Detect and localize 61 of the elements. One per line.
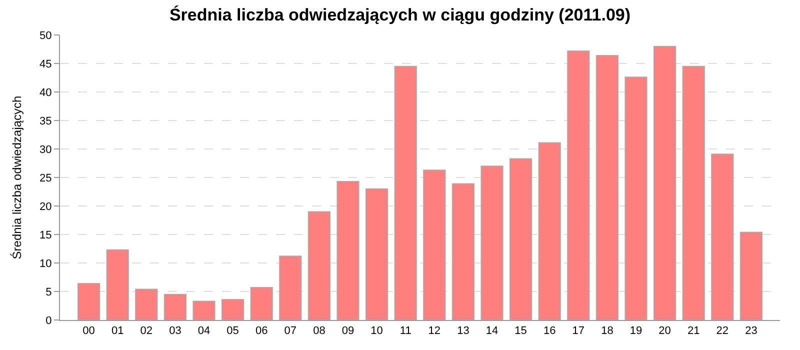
bar (250, 287, 273, 320)
x-tick-label: 23 (745, 325, 758, 338)
x-tick-label: 20 (658, 325, 671, 338)
x-tick-label: 16 (543, 325, 556, 338)
x-tick-label: 22 (716, 325, 729, 338)
x-tick-label: 06 (255, 325, 268, 338)
bar (740, 232, 762, 320)
bar (279, 256, 302, 320)
x-tick-label: 14 (486, 325, 498, 338)
x-tick-label: 00 (82, 325, 95, 338)
chart-title: Średnia liczba odwiedzających w ciągu godziny (2011.09) (169, 4, 631, 25)
y-tick-label: 10 (40, 258, 52, 270)
y-tick-label: 5 (46, 286, 52, 298)
x-tick-label: 15 (514, 325, 527, 338)
bar (624, 76, 648, 320)
bar (308, 211, 330, 320)
x-tick-label: 17 (572, 325, 585, 338)
x-tick-label: 09 (342, 325, 354, 338)
x-tick-label: 19 (630, 325, 642, 338)
bar (106, 249, 129, 320)
x-tick-label: 11 (400, 325, 412, 338)
y-axis-title: Średnia liczba odwiedzających (10, 96, 24, 260)
bar (711, 154, 734, 320)
x-tick-label: 03 (169, 325, 182, 338)
x-tick-label: 08 (313, 325, 326, 338)
x-tick-label: 05 (226, 325, 239, 338)
bar (336, 180, 360, 320)
y-tick-label: 20 (40, 200, 52, 213)
x-tick-label: 12 (428, 325, 441, 338)
bar (654, 46, 676, 320)
bar (567, 50, 590, 320)
bar (394, 66, 417, 320)
bar (222, 298, 244, 320)
y-tick-label: 40 (40, 86, 52, 99)
x-tick-label: 02 (140, 325, 153, 338)
x-tick-label: 13 (457, 325, 470, 338)
x-tick-label: 07 (284, 325, 297, 338)
y-tick-label: 25 (40, 172, 52, 184)
x-tick-label: 21 (687, 325, 700, 338)
bar (192, 300, 216, 320)
y-tick-label: 30 (40, 144, 52, 156)
bar (366, 188, 388, 320)
bar (538, 142, 561, 320)
y-tick-label: 35 (40, 115, 52, 128)
bar (480, 166, 504, 320)
y-tick-label: 45 (40, 58, 52, 70)
bar (78, 283, 100, 320)
bar (682, 66, 705, 320)
y-tick-label: 0 (46, 314, 52, 327)
x-tick-label: 18 (601, 325, 614, 338)
bar (596, 55, 618, 320)
x-tick-label: 01 (111, 325, 124, 338)
x-tick-label: 10 (370, 325, 383, 338)
bar (135, 288, 158, 320)
x-tick-label: 04 (198, 325, 210, 338)
bar (164, 294, 186, 320)
y-tick-label: 50 (40, 30, 52, 42)
bar (452, 183, 474, 320)
y-tick-label: 15 (40, 229, 52, 242)
bar (423, 170, 446, 320)
bar (510, 158, 532, 320)
